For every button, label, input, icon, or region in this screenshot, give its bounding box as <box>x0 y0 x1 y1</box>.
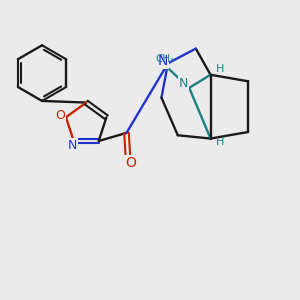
Text: N: N <box>158 54 168 68</box>
Text: O: O <box>125 156 136 170</box>
Text: H: H <box>215 64 224 74</box>
Text: H: H <box>215 137 224 148</box>
Text: CH₃: CH₃ <box>156 54 175 64</box>
Text: N: N <box>68 140 77 152</box>
Text: N: N <box>179 77 188 90</box>
Text: O: O <box>55 109 65 122</box>
